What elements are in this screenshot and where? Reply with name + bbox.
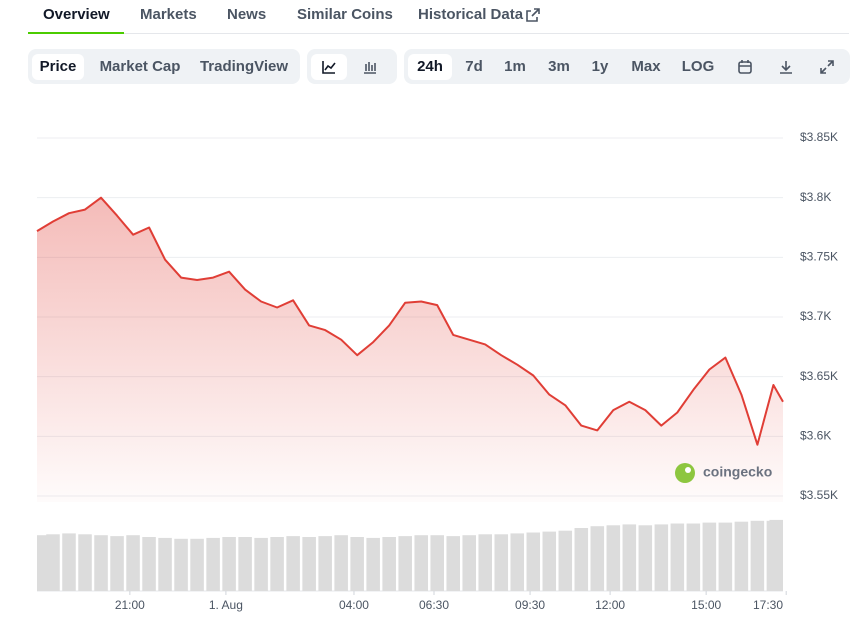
volume-bar bbox=[110, 536, 124, 591]
volume-bar bbox=[238, 537, 252, 591]
volume-bar bbox=[718, 522, 733, 591]
volume-bar bbox=[350, 537, 364, 591]
volume-bar bbox=[542, 531, 557, 591]
candle-icon bbox=[364, 62, 376, 74]
y-tick-label: $3.65K bbox=[800, 369, 838, 383]
tab-divider bbox=[28, 33, 849, 34]
tab[interactable]: Markets bbox=[140, 6, 197, 23]
volume-bar bbox=[622, 524, 637, 591]
candle-chart-button[interactable] bbox=[352, 54, 388, 80]
volume-bar bbox=[430, 535, 444, 591]
volume-bar bbox=[606, 525, 621, 591]
range-group bbox=[404, 49, 850, 84]
x-tick-label: 1. Aug bbox=[209, 598, 243, 612]
y-tick-label: $3.6K bbox=[800, 429, 831, 443]
volume-bar bbox=[286, 536, 300, 591]
view-button[interactable]: TradingView bbox=[199, 58, 289, 75]
line-chart-button[interactable] bbox=[311, 54, 347, 80]
volume-bar bbox=[494, 534, 509, 591]
view-button[interactable]: Price bbox=[32, 54, 84, 80]
volume-bar bbox=[158, 537, 172, 591]
volume-bar bbox=[62, 533, 76, 591]
x-tick-label: 15:00 bbox=[691, 598, 721, 612]
volume-bar bbox=[750, 520, 765, 591]
volume-bar bbox=[638, 525, 653, 591]
watermark-text: coingecko bbox=[703, 464, 772, 480]
volume-bar bbox=[302, 537, 316, 591]
x-tick-label: 04:00 bbox=[339, 598, 369, 612]
y-tick-label: $3.55K bbox=[800, 488, 838, 502]
y-tick-label: $3.7K bbox=[800, 309, 831, 323]
range-button[interactable]: 1y bbox=[591, 58, 609, 75]
volume-bar bbox=[190, 538, 204, 591]
volume-bar bbox=[734, 521, 749, 591]
calendar-icon[interactable] bbox=[737, 59, 753, 75]
external-link-icon bbox=[526, 8, 540, 22]
watermark: coingecko bbox=[675, 463, 772, 483]
range-button[interactable]: LOG bbox=[681, 58, 715, 75]
range-button[interactable]: Max bbox=[631, 58, 661, 75]
x-tick-label: 09:30 bbox=[515, 598, 545, 612]
volume-bar bbox=[558, 530, 573, 591]
volume-bar bbox=[654, 524, 669, 591]
volume-bar bbox=[526, 532, 541, 591]
volume-bar bbox=[478, 534, 493, 591]
volume-bar bbox=[270, 537, 284, 591]
volume-bar bbox=[174, 538, 188, 591]
price-line bbox=[36, 196, 784, 446]
volume-bar bbox=[590, 526, 605, 591]
volume-bar bbox=[318, 536, 332, 591]
download-icon[interactable] bbox=[778, 59, 794, 75]
x-tick-label: 12:00 bbox=[595, 598, 625, 612]
range-button[interactable]: 1m bbox=[504, 58, 526, 75]
volume-bar bbox=[462, 535, 477, 591]
volume-bar bbox=[46, 534, 60, 591]
volume-bar bbox=[254, 537, 268, 591]
x-tick-label: 06:30 bbox=[419, 598, 449, 612]
volume-bar bbox=[769, 519, 783, 591]
x-tick-label: 21:00 bbox=[115, 598, 145, 612]
volume-bar bbox=[206, 537, 220, 591]
tab[interactable]: News bbox=[227, 6, 267, 23]
volume-bar bbox=[574, 528, 589, 591]
x-tick-label: 17:30 bbox=[753, 598, 783, 612]
volume-bar bbox=[366, 537, 380, 591]
volume-bar bbox=[126, 535, 140, 591]
volume-bar bbox=[670, 523, 685, 591]
tab[interactable]: Historical Data bbox=[418, 6, 524, 23]
volume-bar bbox=[510, 533, 525, 591]
view-button[interactable]: Market Cap bbox=[99, 58, 181, 75]
fullscreen-icon[interactable] bbox=[819, 59, 835, 75]
volume-bar bbox=[78, 534, 92, 591]
volume-bar bbox=[686, 523, 701, 591]
volume-bar bbox=[382, 537, 396, 591]
line-icon bbox=[322, 61, 336, 74]
volume-bar bbox=[398, 536, 412, 591]
range-button[interactable]: 24h bbox=[408, 54, 452, 80]
volume-bar bbox=[702, 522, 717, 591]
y-tick-label: $3.85K bbox=[800, 130, 838, 144]
price-area bbox=[37, 197, 783, 502]
y-tick-label: $3.75K bbox=[800, 250, 838, 264]
volume-bar bbox=[414, 535, 428, 591]
active-tab-indicator bbox=[28, 32, 124, 34]
volume-bar bbox=[334, 535, 348, 591]
range-button[interactable]: 7d bbox=[465, 58, 483, 75]
volume-bar bbox=[222, 537, 236, 591]
tab[interactable]: Similar Coins bbox=[297, 6, 393, 23]
range-button[interactable]: 3m bbox=[548, 58, 570, 75]
volume-bar bbox=[446, 536, 460, 591]
volume-bar bbox=[142, 537, 156, 591]
y-tick-label: $3.8K bbox=[800, 190, 831, 204]
volume-bar bbox=[94, 535, 108, 591]
tab[interactable]: Overview bbox=[43, 6, 110, 23]
